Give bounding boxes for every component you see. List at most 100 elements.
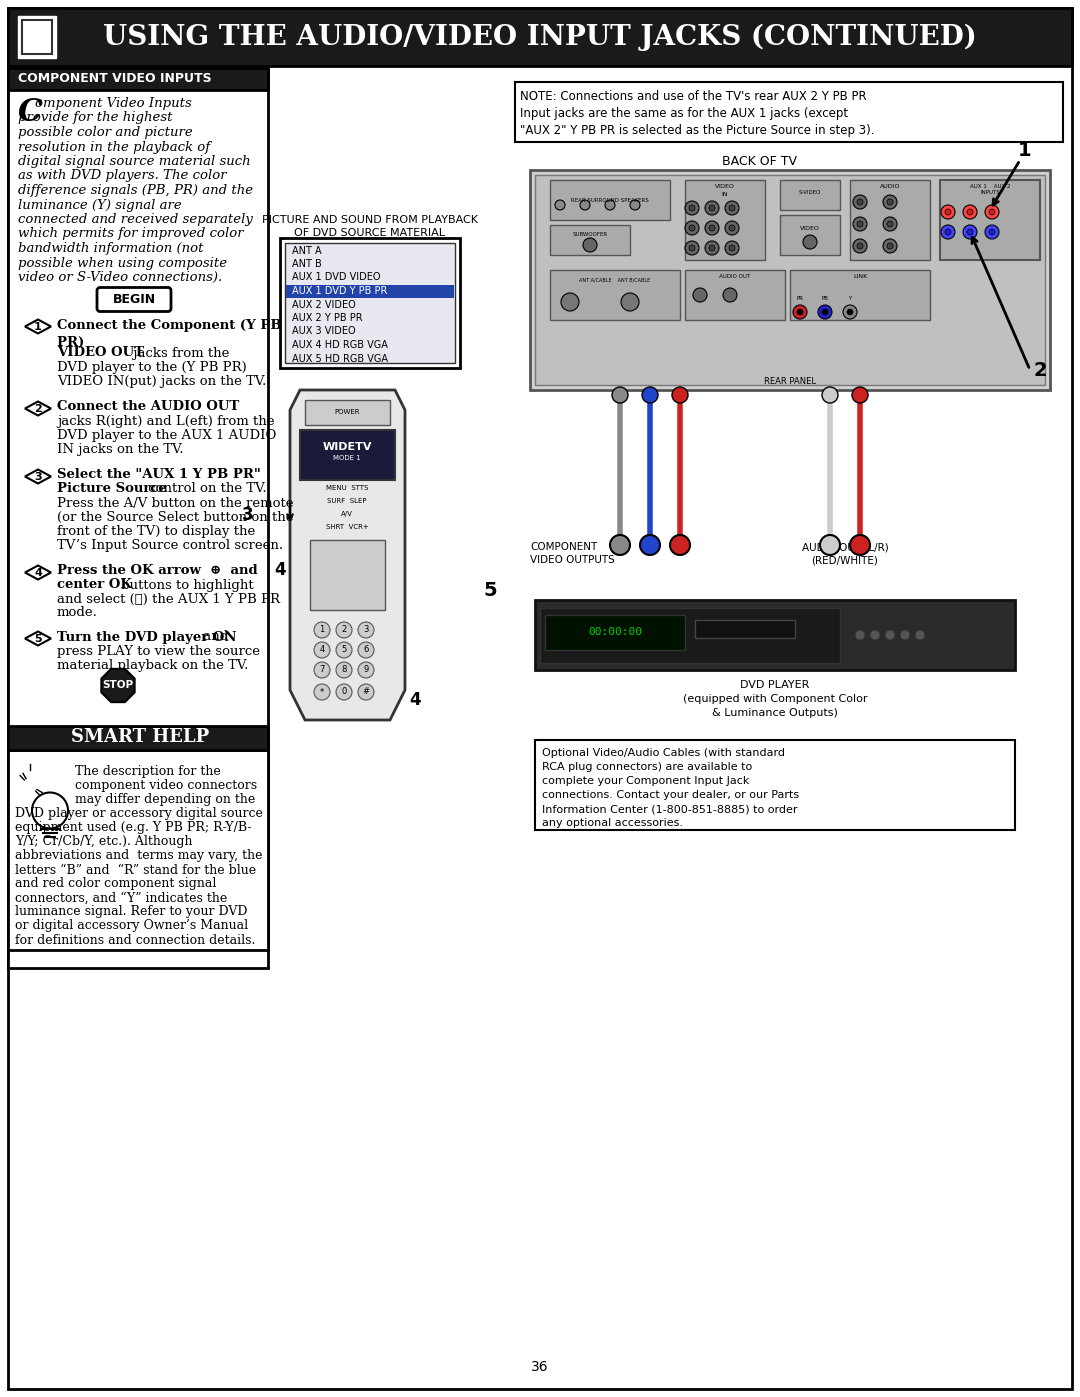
Circle shape xyxy=(989,229,995,235)
Circle shape xyxy=(729,225,735,231)
Text: and red color component signal: and red color component signal xyxy=(15,877,216,890)
Circle shape xyxy=(630,200,640,210)
Text: luminance signal. Refer to your DVD: luminance signal. Refer to your DVD xyxy=(15,905,247,918)
Text: AUX 1    AUX 2: AUX 1 AUX 2 xyxy=(970,184,1010,189)
Circle shape xyxy=(705,242,719,256)
Text: 5: 5 xyxy=(341,645,347,655)
Circle shape xyxy=(850,535,870,555)
Polygon shape xyxy=(25,631,51,645)
Text: bandwidth information (not: bandwidth information (not xyxy=(18,242,203,256)
Text: Picture Source: Picture Source xyxy=(57,482,166,496)
Circle shape xyxy=(685,201,699,215)
Circle shape xyxy=(689,244,696,251)
Circle shape xyxy=(847,309,853,314)
Bar xyxy=(8,8,1072,66)
Text: USING THE AUDIO/VIDEO INPUT JACKS (CONTINUED): USING THE AUDIO/VIDEO INPUT JACKS (CONTI… xyxy=(103,24,977,50)
Text: AUDIO OUT: AUDIO OUT xyxy=(719,274,751,279)
Circle shape xyxy=(858,221,863,226)
Circle shape xyxy=(357,662,374,678)
Text: front of the TV) to display the: front of the TV) to display the xyxy=(57,524,255,538)
Text: 5: 5 xyxy=(483,581,497,599)
Text: Connect the Component (Y PB
PR): Connect the Component (Y PB PR) xyxy=(57,319,282,348)
Text: jacks R(ight) and L(eft) from the: jacks R(ight) and L(eft) from the xyxy=(57,415,274,427)
Bar xyxy=(305,400,390,425)
Circle shape xyxy=(314,685,330,700)
Circle shape xyxy=(336,643,352,658)
Bar xyxy=(515,82,1063,142)
Text: (or the Source Select button on the: (or the Source Select button on the xyxy=(57,510,294,524)
Circle shape xyxy=(693,288,707,302)
Bar xyxy=(850,180,930,260)
Text: #: # xyxy=(363,687,369,697)
Text: for definitions and connection details.: for definitions and connection details. xyxy=(15,933,255,947)
Text: 7: 7 xyxy=(320,665,325,675)
Bar xyxy=(540,608,840,664)
Text: 4: 4 xyxy=(409,692,421,710)
Text: 2: 2 xyxy=(341,626,347,634)
Bar xyxy=(8,750,268,950)
Text: SMART HELP: SMART HELP xyxy=(71,728,210,746)
Circle shape xyxy=(580,200,590,210)
Circle shape xyxy=(725,201,739,215)
Circle shape xyxy=(685,242,699,256)
Text: BACK OF TV: BACK OF TV xyxy=(723,155,797,168)
Circle shape xyxy=(642,387,658,402)
Text: Select the "AUX 1 Y PB PR": Select the "AUX 1 Y PB PR" xyxy=(57,468,260,482)
Text: or digital accessory Owner’s Manual: or digital accessory Owner’s Manual xyxy=(15,919,248,933)
Text: AUX 3 VIDEO: AUX 3 VIDEO xyxy=(292,327,355,337)
Text: 1: 1 xyxy=(1018,141,1031,159)
Text: any optional accessories.: any optional accessories. xyxy=(542,819,683,828)
Polygon shape xyxy=(25,320,51,334)
Text: ANT A/CABLE    ANT B/CABLE: ANT A/CABLE ANT B/CABLE xyxy=(579,278,650,284)
Circle shape xyxy=(336,685,352,700)
Bar xyxy=(780,215,840,256)
Text: The description for the: The description for the xyxy=(75,766,220,778)
Polygon shape xyxy=(102,669,135,703)
Text: 8: 8 xyxy=(341,665,347,675)
Text: 3: 3 xyxy=(242,506,254,524)
Bar xyxy=(550,225,630,256)
Text: 5: 5 xyxy=(35,634,42,644)
Text: BEGIN: BEGIN xyxy=(112,293,156,306)
Bar xyxy=(286,285,454,298)
Text: INPUTS: INPUTS xyxy=(981,190,1000,196)
Text: DVD PLAYER
(equipped with Component Color
& Luminance Outputs): DVD PLAYER (equipped with Component Colo… xyxy=(683,680,867,718)
Circle shape xyxy=(725,221,739,235)
Circle shape xyxy=(887,221,893,226)
Text: component video connectors: component video connectors xyxy=(75,780,257,792)
Bar xyxy=(550,270,680,320)
Text: Connect the AUDIO OUT: Connect the AUDIO OUT xyxy=(57,401,240,414)
Text: NOTE: Connections and use of the TV's rear AUX 2 Y PB PR: NOTE: Connections and use of the TV's re… xyxy=(519,89,866,103)
Text: Optional Video/Audio Cables (with standard: Optional Video/Audio Cables (with standa… xyxy=(542,747,785,759)
Circle shape xyxy=(336,622,352,638)
Bar xyxy=(535,599,1015,671)
Circle shape xyxy=(583,237,597,251)
Circle shape xyxy=(883,217,897,231)
Circle shape xyxy=(985,205,999,219)
Circle shape xyxy=(612,387,627,402)
Circle shape xyxy=(883,196,897,210)
Circle shape xyxy=(708,244,715,251)
Bar xyxy=(285,243,455,363)
Circle shape xyxy=(314,662,330,678)
Text: complete your Component Input Jack: complete your Component Input Jack xyxy=(542,775,750,787)
Text: Press the A/V button on the remote: Press the A/V button on the remote xyxy=(57,496,294,510)
Text: digital signal source material such: digital signal source material such xyxy=(18,155,251,168)
Circle shape xyxy=(967,229,973,235)
Text: possible when using composite: possible when using composite xyxy=(18,257,227,270)
Text: DVD player or accessory digital source: DVD player or accessory digital source xyxy=(15,807,262,820)
Circle shape xyxy=(945,210,951,215)
Bar xyxy=(789,270,930,320)
Text: IN: IN xyxy=(721,191,728,197)
Circle shape xyxy=(941,205,955,219)
Text: IN jacks on the TV.: IN jacks on the TV. xyxy=(57,443,184,455)
Circle shape xyxy=(670,535,690,555)
Circle shape xyxy=(723,288,737,302)
Circle shape xyxy=(357,643,374,658)
Circle shape xyxy=(887,243,893,249)
Text: 3: 3 xyxy=(35,472,42,482)
Text: Y/Y; Cr/Cb/Y, etc.). Although: Y/Y; Cr/Cb/Y, etc.). Although xyxy=(15,835,192,848)
Bar xyxy=(940,180,1040,260)
Circle shape xyxy=(725,242,739,256)
Text: SURF  SLEP: SURF SLEP xyxy=(327,497,367,504)
